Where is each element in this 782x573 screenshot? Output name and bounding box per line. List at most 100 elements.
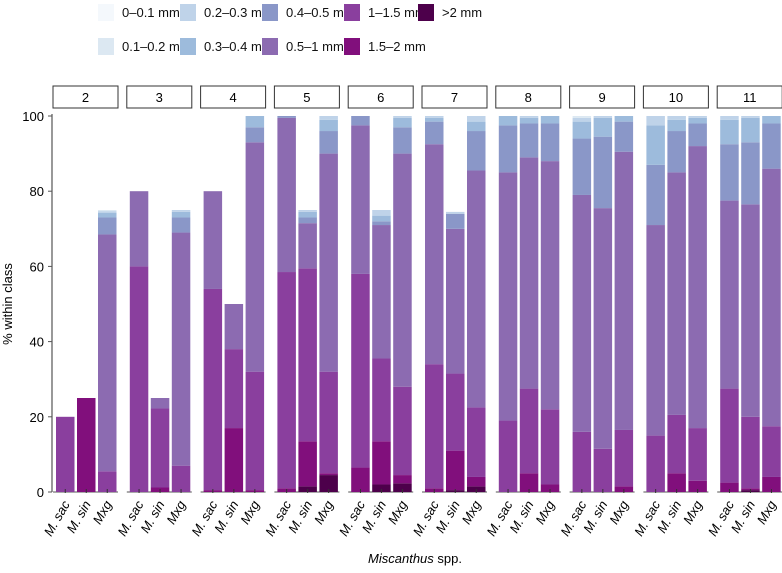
panel-header <box>569 85 636 109</box>
bar-segment <box>425 116 444 118</box>
bar-segment <box>720 482 739 492</box>
bar-segment <box>540 116 560 124</box>
legend-label: 0–0.1 mm <box>122 5 180 20</box>
chart-legend: 0–0.1 mm 0.2–0.3 mm 0.4–0.5 mm 1–1.5 mm >2 m… <box>0 0 782 70</box>
bar-segment <box>277 272 296 489</box>
legend-item: 0.1–0.2 mm <box>98 38 191 55</box>
legend-swatch <box>344 4 360 21</box>
bar-segment <box>614 429 634 487</box>
bar-segment <box>129 191 149 267</box>
legend-swatch <box>180 38 196 55</box>
bar-segment <box>446 373 465 451</box>
panel-header-label: 9 <box>598 90 605 105</box>
bar-segment <box>393 153 412 387</box>
panel-header <box>642 85 709 109</box>
bar-segment <box>593 116 613 118</box>
bar-segment <box>519 157 539 389</box>
bar-segment <box>150 398 170 409</box>
legend-label: 0.4–0.5 mm <box>286 5 355 20</box>
bar-segment <box>741 116 760 118</box>
bar-segment <box>393 483 412 492</box>
legend-swatch <box>418 4 434 21</box>
bar-segment <box>298 217 317 224</box>
bar-segment <box>593 448 613 492</box>
bar-segment <box>667 172 686 415</box>
bar-segment <box>224 349 244 429</box>
bar-segment <box>98 217 117 235</box>
legend-label: 1.5–2 mm <box>368 39 426 54</box>
panel-header <box>273 85 340 109</box>
bar-segment <box>425 117 444 122</box>
x-tick-label: Mxg <box>680 497 706 526</box>
x-tick-label: Mxg <box>754 497 780 526</box>
bar-segment <box>351 125 370 274</box>
bar-segment <box>98 210 117 212</box>
bar-segment <box>572 117 592 122</box>
x-axis-title-suffix: spp. <box>434 551 462 566</box>
bar-segment <box>519 388 539 474</box>
bar-segment <box>446 213 465 229</box>
legend-label: >2 mm <box>442 5 483 20</box>
y-tick-label: 0 <box>37 485 44 500</box>
bar-segment <box>519 117 539 124</box>
bar-segment <box>98 234 117 472</box>
bar-segment <box>467 476 486 487</box>
legend-item: 0.3–0.4 mm <box>180 38 273 55</box>
bar-segment <box>351 273 370 468</box>
bar-segment <box>572 431 592 492</box>
panel-header-label: 6 <box>377 90 384 105</box>
panel-header <box>421 85 488 109</box>
bar-segment <box>540 409 560 485</box>
bar-segment <box>393 116 412 118</box>
bar-segment <box>372 215 391 222</box>
bar-segment <box>467 407 486 477</box>
bar-segment <box>319 473 338 476</box>
bar-segment <box>741 117 760 143</box>
bar-segment <box>720 388 739 483</box>
bar-segment <box>593 208 613 449</box>
bar-segment <box>98 471 117 492</box>
legend-label: 0.5–1 mm <box>286 39 344 54</box>
bar-segment <box>393 117 412 128</box>
legend-item: 0–0.1 mm <box>98 4 180 21</box>
bar-segment <box>467 170 486 408</box>
bar-segment <box>372 441 391 485</box>
y-tick-label: 80 <box>30 184 44 199</box>
bar-segment <box>498 125 518 173</box>
bar-segment <box>446 450 465 491</box>
bar-segment <box>372 225 391 359</box>
panel-header-label: 8 <box>525 90 532 105</box>
bar-segment <box>688 480 707 492</box>
bar-segment <box>203 191 223 289</box>
x-tick-label: Mxg <box>385 497 411 526</box>
legend-item: 0.4–0.5 mm <box>262 4 355 21</box>
panel-header <box>52 85 119 109</box>
bar-segment <box>720 144 739 201</box>
bar-segment <box>298 210 317 212</box>
bar-segment <box>593 117 613 137</box>
bar-segment <box>572 138 592 195</box>
legend-item: 1.5–2 mm <box>344 38 426 55</box>
legend-item: 0.5–1 mm <box>262 38 344 55</box>
bar-segment <box>319 116 338 120</box>
panel-header-label: 2 <box>82 90 89 105</box>
bar-segment <box>446 228 465 374</box>
bar-segment <box>762 116 781 124</box>
bar-segment <box>150 408 170 488</box>
bar-segment <box>277 117 296 273</box>
bar-segment <box>446 211 465 214</box>
bar-segment <box>762 168 781 427</box>
bar-segment <box>203 288 223 491</box>
x-axis-title-genus: Miscanthus <box>368 551 434 566</box>
bar-segment <box>298 223 317 269</box>
bar-segment <box>77 398 96 492</box>
bar-segment <box>720 200 739 389</box>
bar-segment <box>393 386 412 476</box>
bar-segment <box>245 127 265 143</box>
